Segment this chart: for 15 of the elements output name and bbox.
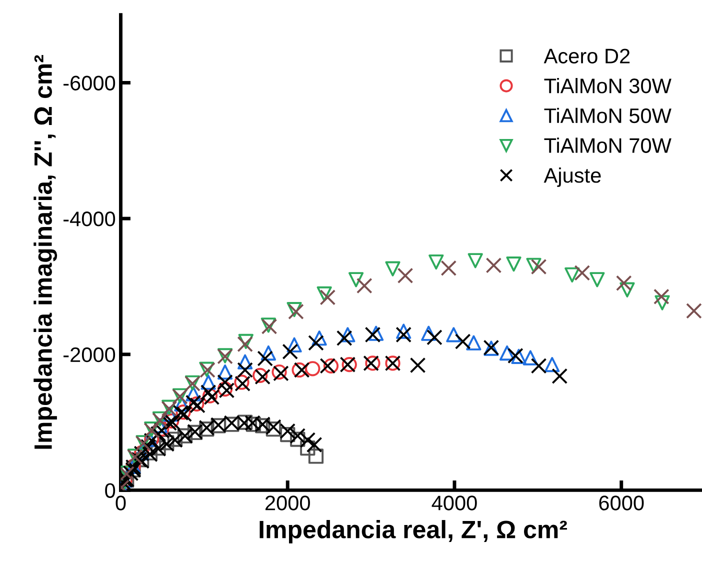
x-tick-label: 6000 [599, 496, 644, 510]
x-tick-label: 0 [116, 496, 126, 510]
y-tick-label: -2000 [64, 347, 116, 362]
x-tick-label: 2000 [265, 496, 310, 510]
x-tick-label: 4000 [432, 496, 477, 510]
legend-label: Ajuste [544, 168, 601, 187]
legend-label: TiAlMoN 70W [544, 138, 672, 153]
y-tick-label: 0 [105, 483, 116, 498]
y-tick-label: -4000 [64, 212, 116, 226]
x-axis-title: Impedancia real, Z', Ω cm² [260, 520, 567, 544]
y-axis-title: Impedancia imaginaria, Z'', Ω cm² [34, 55, 58, 449]
legend-label: TiAlMoN 50W [544, 108, 672, 124]
legend-label: TiAlMoN 30W [544, 78, 672, 94]
y-tick-label: -6000 [64, 76, 116, 90]
legend-label: Acero D2 [544, 48, 630, 64]
